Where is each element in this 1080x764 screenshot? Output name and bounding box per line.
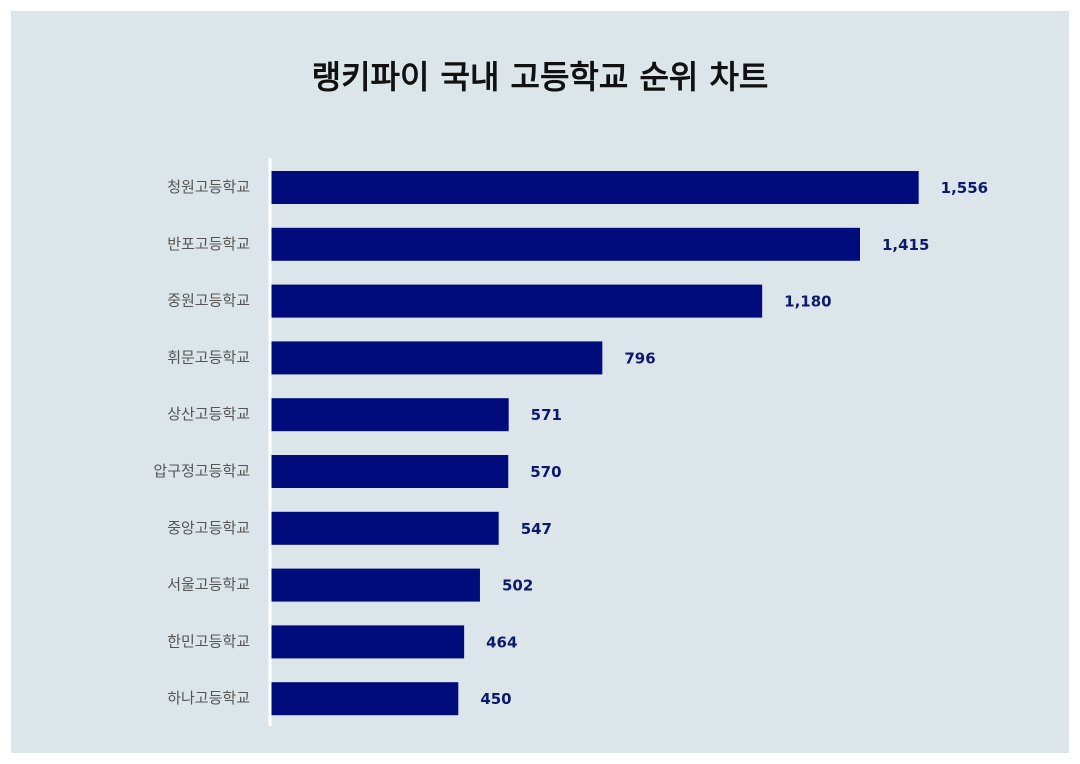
chart-panel <box>11 11 1069 753</box>
value-label-8: 502 <box>502 577 533 595</box>
category-label-8: 서울고등학교 <box>167 576 250 594</box>
bar-5 <box>271 398 509 432</box>
value-label-6: 570 <box>530 463 561 481</box>
bar-1 <box>271 171 919 204</box>
value-label-4: 796 <box>624 349 655 367</box>
bar-3 <box>271 284 763 318</box>
value-label-5: 571 <box>531 406 562 424</box>
category-label-5: 상산고등학교 <box>167 405 250 423</box>
category-label-2: 반포고등학교 <box>167 235 250 253</box>
category-label-7: 중앙고등학교 <box>167 519 250 537</box>
category-label-1: 청원고등학교 <box>167 178 250 196</box>
category-label-3: 중원고등학교 <box>167 292 250 310</box>
category-label-9: 한민고등학교 <box>167 632 250 650</box>
value-label-3: 1,180 <box>784 293 831 311</box>
value-label-1: 1,556 <box>941 179 988 197</box>
bar-8 <box>271 568 480 602</box>
category-label-4: 휘문고등학교 <box>167 348 250 366</box>
bar-2 <box>271 227 860 261</box>
chart-title: 랭키파이 국내 고등학교 순위 차트 <box>311 58 769 96</box>
category-label-6: 압구정고등학교 <box>153 462 250 480</box>
bar-4 <box>271 341 603 375</box>
bar-10 <box>271 682 459 716</box>
value-label-10: 450 <box>480 690 511 708</box>
category-label-10: 하나고등학교 <box>167 689 250 707</box>
bar-7 <box>271 511 499 545</box>
value-label-2: 1,415 <box>882 236 929 254</box>
value-label-9: 464 <box>486 633 517 651</box>
value-label-7: 547 <box>521 520 552 538</box>
bar-9 <box>271 625 465 659</box>
bar-6 <box>271 455 509 488</box>
